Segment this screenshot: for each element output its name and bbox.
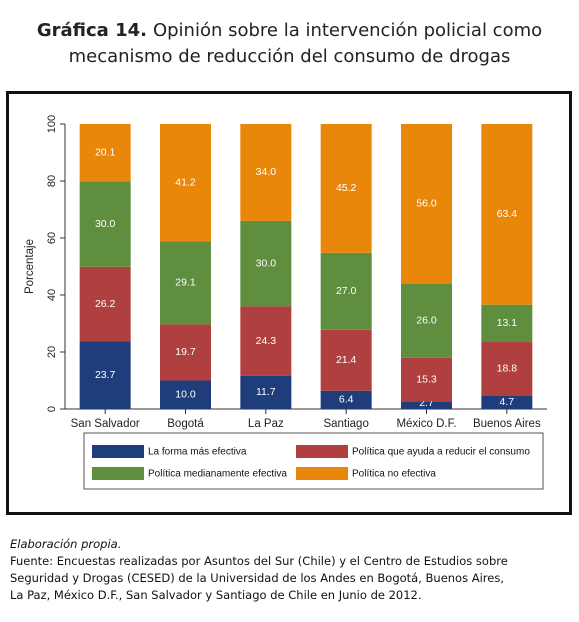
legend-box — [83, 432, 544, 490]
bar-segment — [320, 329, 372, 391]
bar-segment — [160, 380, 211, 409]
y-tick-label: 80 — [46, 175, 58, 187]
bar-data-label: 19.7 — [175, 346, 196, 358]
bar-segment — [240, 306, 292, 376]
bar-segment — [79, 341, 131, 409]
bar-segment — [401, 283, 452, 358]
bar-data-label: 29.1 — [175, 277, 196, 289]
bar-segment — [481, 342, 533, 396]
legend-swatch — [296, 445, 348, 458]
legend-swatch — [296, 467, 348, 480]
bar-segment — [401, 357, 452, 402]
bar-data-label: 18.8 — [497, 363, 518, 375]
bar-segment — [401, 124, 452, 284]
bar-segment — [79, 266, 131, 342]
y-tick-label: 40 — [46, 289, 58, 301]
bar-data-label: 41.2 — [175, 176, 196, 188]
y-tick-label: 100 — [46, 115, 58, 133]
x-tick-label: Buenos Aires — [473, 418, 541, 430]
y-tick-label: 0 — [46, 406, 58, 412]
bar-segment — [240, 220, 292, 307]
credit-line: Elaboración propia. — [10, 537, 122, 551]
x-tick-label: San Salvador — [71, 418, 140, 430]
bar-data-label: 10.0 — [175, 389, 196, 401]
x-tick-label: Bogotá — [167, 418, 204, 430]
bar-segment — [240, 124, 292, 221]
bar-segment — [320, 252, 372, 330]
bar-data-label: 26.2 — [95, 298, 116, 310]
x-tick-label: Santiago — [323, 418, 368, 430]
y-tick-label: 60 — [46, 232, 58, 244]
legend-swatch — [92, 467, 144, 480]
bar-segment — [240, 375, 292, 409]
bar-data-label: 23.7 — [95, 369, 116, 381]
x-tick-label: La Paz — [248, 418, 284, 430]
legend-label: Política medianamente efectiva — [148, 469, 287, 480]
bar-data-label: 34.0 — [256, 166, 277, 178]
bar-data-label: 27.0 — [336, 285, 357, 297]
bar-segment — [160, 124, 211, 242]
bar-segment — [320, 390, 372, 409]
source-line-1: Fuente: Encuestas realizadas por Asuntos… — [10, 554, 508, 568]
source-line-2: Seguridad y Drogas (CESED) de la Univers… — [10, 571, 505, 585]
bar-data-label: 6.4 — [339, 394, 354, 406]
bar-segment — [481, 395, 533, 409]
y-tick-label: 20 — [46, 346, 58, 358]
x-tick-label: México D.F. — [396, 418, 456, 430]
bar-segment — [481, 304, 533, 343]
bar-segment — [79, 124, 131, 182]
figure-label: Gráfica 14. — [36, 20, 147, 41]
bar-segment — [160, 324, 211, 381]
figure-title: Gráfica 14. Opinión sobre la intervención… — [0, 18, 579, 70]
legend-label: Política no efectiva — [352, 469, 436, 480]
bar-segment — [320, 124, 372, 253]
bar-data-label: 30.0 — [256, 257, 277, 269]
bar-segment — [79, 181, 131, 267]
bar-data-label: 26.0 — [416, 314, 437, 326]
title-line-1: Opinión sobre la intervención policial c… — [152, 20, 543, 41]
bar-data-label: 63.4 — [497, 208, 518, 220]
bar-segment — [401, 401, 452, 409]
legend-label: La forma más efectiva — [148, 447, 247, 458]
bar-data-label: 15.3 — [416, 373, 437, 385]
bar-data-label: 11.7 — [256, 386, 276, 398]
y-axis-title: Porcentaje — [24, 239, 36, 294]
bar-data-label: 45.2 — [336, 182, 357, 194]
bar-data-label: 21.4 — [336, 354, 357, 366]
bar-data-label: 56.0 — [416, 198, 437, 210]
bar-data-label: 20.1 — [95, 146, 116, 158]
legend-swatch — [92, 445, 144, 458]
bar-segment — [160, 241, 211, 325]
legend-label: Política que ayuda a reducir el consumo — [352, 447, 530, 458]
source-note: Elaboración propia. Fuente: Encuestas re… — [10, 536, 570, 604]
bar-data-label: 4.7 — [500, 396, 515, 408]
bar-data-label: 24.3 — [256, 335, 277, 347]
bar-segment — [481, 124, 533, 305]
title-line-2: mecanismo de reducción del consumo de dr… — [68, 46, 511, 67]
bar-data-label: 30.0 — [95, 218, 116, 230]
bar-data-label: 13.1 — [497, 317, 518, 329]
source-line-3: La Paz, México D.F., San Salvador y Sant… — [10, 588, 422, 602]
